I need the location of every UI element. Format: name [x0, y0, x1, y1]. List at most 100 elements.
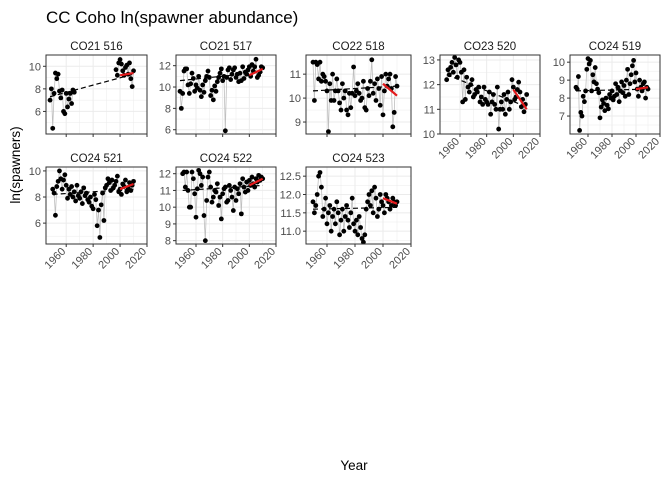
- data-point: [182, 184, 188, 190]
- data-point: [521, 109, 527, 115]
- data-point: [382, 88, 387, 94]
- data-point: [621, 83, 627, 88]
- data-point: [603, 95, 609, 101]
- data-point: [226, 65, 232, 71]
- y-tick-label: 8: [559, 93, 565, 105]
- data-point: [246, 177, 252, 183]
- data-point: [505, 89, 511, 95]
- x-tick-label: 1980: [463, 136, 489, 162]
- data-point: [205, 174, 211, 180]
- data-point: [218, 66, 224, 72]
- data-point: [131, 178, 136, 184]
- data-point: [331, 206, 337, 212]
- y-tick-label: 10: [159, 82, 171, 94]
- panel: CO24 521 6 8 10 1960 1980 2000 2020: [29, 153, 149, 271]
- data-point: [375, 76, 380, 82]
- data-point: [71, 89, 77, 95]
- data-point: [613, 81, 618, 87]
- data-point: [201, 213, 207, 218]
- data-point: [592, 65, 598, 70]
- data-point: [217, 70, 223, 76]
- data-point: [493, 106, 499, 112]
- panel-plot: [573, 56, 651, 133]
- data-point: [200, 82, 206, 88]
- data-point: [224, 75, 230, 80]
- data-point: [48, 86, 54, 92]
- data-point: [193, 214, 199, 220]
- data-point: [113, 67, 119, 73]
- y-tick-label: 7: [559, 111, 565, 123]
- data-point: [78, 189, 84, 195]
- x-tick-label: 1980: [199, 246, 225, 272]
- data-point: [198, 94, 204, 100]
- data-point: [494, 84, 500, 90]
- data-point: [510, 84, 516, 90]
- panel-strip-label: CO24 521: [70, 153, 122, 165]
- data-point: [98, 202, 104, 208]
- data-point: [90, 206, 96, 212]
- x-tick-label: 1980: [69, 246, 95, 272]
- panel-plot: [177, 56, 266, 134]
- y-axis-title: ln(spawners): [8, 126, 23, 203]
- data-point: [602, 108, 608, 114]
- x-axis-title: Year: [340, 458, 368, 473]
- data-point: [234, 186, 240, 192]
- data-point: [485, 101, 491, 107]
- x-tick-label: 1980: [331, 246, 357, 272]
- trend-line: [312, 206, 398, 210]
- data-point: [501, 92, 507, 97]
- data-point: [449, 60, 455, 65]
- data-point: [636, 93, 641, 99]
- data-point: [340, 206, 345, 212]
- recent-trend-line: [248, 177, 264, 187]
- data-point: [341, 95, 347, 101]
- data-point: [220, 78, 226, 84]
- data-point: [391, 110, 397, 115]
- panel-plot: [50, 168, 136, 240]
- data-point: [317, 59, 323, 65]
- data-point: [359, 95, 365, 101]
- data-point: [580, 93, 586, 99]
- data-point: [625, 66, 630, 72]
- data-point: [74, 182, 80, 188]
- data-point: [468, 82, 474, 88]
- data-point: [596, 90, 602, 96]
- x-tick-label: 1960: [43, 246, 69, 272]
- data-point: [345, 217, 351, 223]
- data-point: [376, 206, 382, 212]
- data-point: [202, 78, 208, 84]
- data-point: [51, 190, 57, 196]
- data-point: [253, 56, 259, 62]
- data-point: [334, 199, 340, 205]
- data-point: [500, 106, 506, 112]
- data-point: [214, 181, 220, 187]
- data-point: [114, 72, 120, 78]
- data-point: [590, 72, 596, 78]
- data-point: [363, 206, 369, 212]
- data-point: [452, 55, 458, 60]
- data-point: [178, 105, 184, 111]
- panel: CO21 517 6 8 10 12: [159, 41, 277, 137]
- panel-border: [45, 166, 148, 245]
- data-point: [101, 218, 107, 223]
- data-point: [516, 79, 522, 85]
- panel-plot: [310, 57, 400, 134]
- data-point: [97, 235, 103, 240]
- data-point: [614, 92, 620, 97]
- data-point: [58, 95, 64, 101]
- data-point: [518, 104, 524, 110]
- recent-trend-line: [248, 67, 264, 77]
- x-tick-label: 2000: [490, 136, 516, 162]
- x-tick-label: 1960: [303, 246, 329, 272]
- panel-plot: [310, 170, 400, 244]
- data-point: [330, 214, 335, 219]
- y-tick-label: 11.0: [280, 226, 301, 238]
- data-point: [190, 176, 196, 182]
- panel-border: [45, 54, 148, 135]
- data-point: [57, 168, 62, 174]
- data-point: [508, 99, 514, 105]
- data-point: [230, 208, 236, 213]
- x-tick-label: 2000: [612, 136, 638, 162]
- data-point: [197, 87, 203, 93]
- data-point: [498, 99, 504, 105]
